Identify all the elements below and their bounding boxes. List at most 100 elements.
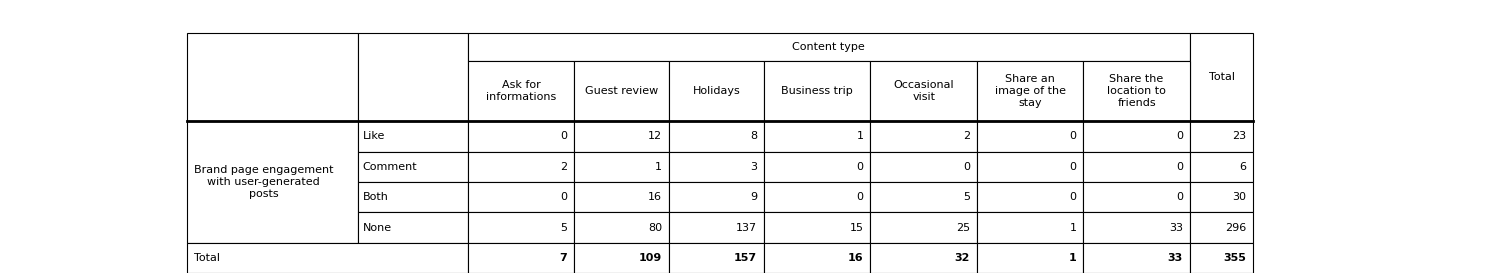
Text: 7: 7 (560, 253, 567, 263)
Text: 1: 1 (1069, 223, 1076, 233)
Text: 30: 30 (1233, 192, 1247, 202)
Text: 5: 5 (560, 223, 567, 233)
Bar (575, 243, 669, 273)
Bar (976, 152, 1084, 182)
Text: Share an
image of the
stay: Share an image of the stay (994, 75, 1066, 108)
Bar (669, 61, 764, 121)
Bar (764, 182, 870, 212)
Bar (976, 182, 1084, 212)
Bar (1190, 121, 1254, 152)
Text: Occasional
visit: Occasional visit (893, 80, 954, 102)
Bar (976, 212, 1084, 243)
Text: 32: 32 (954, 253, 970, 263)
Text: 12: 12 (648, 131, 663, 141)
Text: 0: 0 (1069, 192, 1076, 202)
Bar (467, 182, 575, 212)
Text: 109: 109 (639, 253, 663, 263)
Bar (467, 61, 575, 121)
Text: Holidays: Holidays (693, 86, 741, 96)
Text: 8: 8 (749, 131, 757, 141)
Text: Total: Total (194, 253, 219, 263)
Text: 0: 0 (1176, 162, 1182, 172)
Bar (187, 33, 358, 121)
Text: 137: 137 (736, 223, 757, 233)
Bar (358, 212, 467, 243)
Text: 0: 0 (560, 131, 567, 141)
Bar (1084, 121, 1190, 152)
Text: Total: Total (1209, 72, 1235, 82)
Text: 0: 0 (1069, 131, 1076, 141)
Bar (467, 121, 575, 152)
Text: 25: 25 (956, 223, 970, 233)
Text: 1: 1 (1069, 253, 1076, 263)
Text: 80: 80 (648, 223, 663, 233)
Bar (870, 243, 976, 273)
Bar (1084, 243, 1190, 273)
Text: Like: Like (363, 131, 385, 141)
Text: 33: 33 (1169, 223, 1182, 233)
Bar (669, 212, 764, 243)
Bar (870, 61, 976, 121)
Bar (1084, 182, 1190, 212)
Text: 3: 3 (749, 162, 757, 172)
Bar (1190, 212, 1254, 243)
Text: 0: 0 (1069, 162, 1076, 172)
Bar (870, 182, 976, 212)
Text: Share the
location to
friends: Share the location to friends (1108, 75, 1166, 108)
Bar (976, 61, 1084, 121)
Text: 15: 15 (850, 223, 863, 233)
Bar (467, 33, 1190, 61)
Bar (187, 243, 467, 273)
Text: 355: 355 (1224, 253, 1247, 263)
Text: 16: 16 (648, 192, 663, 202)
Bar (358, 121, 467, 152)
Text: 0: 0 (857, 162, 863, 172)
Text: 0: 0 (560, 192, 567, 202)
Bar (575, 152, 669, 182)
Text: 16: 16 (848, 253, 863, 263)
Text: 1: 1 (655, 162, 663, 172)
Text: Content type: Content type (793, 42, 864, 52)
Bar (870, 121, 976, 152)
Bar (1084, 152, 1190, 182)
Bar (870, 212, 976, 243)
Bar (764, 212, 870, 243)
Bar (1084, 61, 1190, 121)
Text: Guest review: Guest review (585, 86, 658, 96)
Bar (1190, 33, 1254, 121)
Bar (976, 243, 1084, 273)
Text: 6: 6 (1239, 162, 1247, 172)
Text: Both: Both (363, 192, 388, 202)
Bar (358, 152, 467, 182)
Text: Brand page engagement
with user-generated
posts: Brand page engagement with user-generate… (194, 165, 333, 199)
Bar (669, 121, 764, 152)
Bar (575, 212, 669, 243)
Bar (467, 152, 575, 182)
Bar (764, 61, 870, 121)
Bar (1190, 182, 1254, 212)
Text: 157: 157 (735, 253, 757, 263)
Text: 2: 2 (963, 131, 970, 141)
Text: 23: 23 (1232, 131, 1247, 141)
Text: 1: 1 (857, 131, 863, 141)
Bar (467, 243, 575, 273)
Text: 0: 0 (857, 192, 863, 202)
Bar (575, 182, 669, 212)
Bar (575, 121, 669, 152)
Text: 9: 9 (749, 192, 757, 202)
Bar (358, 33, 467, 121)
Text: 296: 296 (1226, 223, 1247, 233)
Bar (764, 243, 870, 273)
Text: Comment: Comment (363, 162, 417, 172)
Bar (575, 61, 669, 121)
Bar (187, 121, 358, 243)
Bar (669, 243, 764, 273)
Text: Ask for
informations: Ask for informations (485, 80, 557, 102)
Bar (467, 212, 575, 243)
Bar (976, 121, 1084, 152)
Bar (669, 152, 764, 182)
Text: 5: 5 (963, 192, 970, 202)
Text: 0: 0 (1176, 192, 1182, 202)
Text: Business trip: Business trip (781, 86, 853, 96)
Bar (870, 152, 976, 182)
